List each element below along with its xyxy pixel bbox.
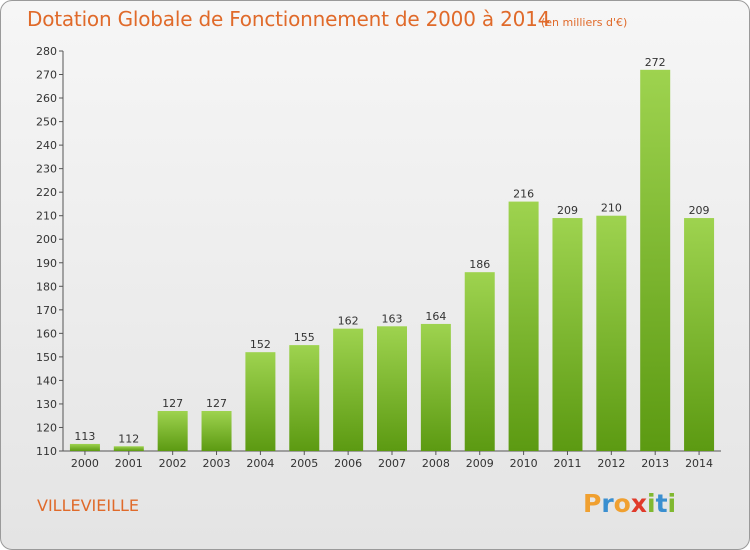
proxiti-logo[interactable]: Proxiti — [583, 489, 676, 518]
bar — [640, 69, 671, 451]
commune-name: VILLEVIEILLE — [37, 496, 140, 515]
data-label: 162 — [338, 315, 359, 328]
bar — [377, 326, 407, 451]
x-tick-label: 2002 — [159, 457, 187, 470]
logo-letter: t — [655, 489, 668, 518]
bar — [245, 352, 276, 451]
x-tick-label: 2014 — [685, 457, 713, 470]
y-tick-label: 280 — [36, 45, 57, 58]
x-tick-label: 2010 — [510, 457, 538, 470]
bar — [201, 411, 232, 451]
bar — [289, 345, 320, 451]
y-tick-label: 160 — [36, 327, 57, 340]
y-tick-label: 110 — [36, 445, 57, 458]
bar — [508, 201, 539, 451]
logo-letter: i — [647, 489, 656, 518]
x-tick-label: 2003 — [203, 457, 231, 470]
x-tick-label: 2005 — [290, 457, 318, 470]
logo-letter: r — [601, 489, 614, 518]
bar — [552, 218, 583, 451]
x-tick-label: 2006 — [334, 457, 362, 470]
logo-letter: P — [583, 489, 602, 518]
y-tick-label: 240 — [36, 139, 57, 152]
data-label: 209 — [557, 204, 578, 217]
x-tick-label: 2004 — [246, 457, 274, 470]
y-tick-label: 180 — [36, 280, 57, 293]
y-tick-label: 230 — [36, 163, 57, 176]
y-tick-label: 220 — [36, 186, 57, 199]
chart-subtitle: (en milliers d'€) — [541, 16, 628, 29]
chart-title: Dotation Globale de Fonctionnement de 20… — [27, 7, 551, 31]
x-tick-label: 2012 — [597, 457, 625, 470]
data-label: 272 — [645, 56, 666, 69]
bar — [113, 446, 144, 451]
data-label: 164 — [425, 310, 446, 323]
bar — [684, 218, 715, 451]
x-tick-label: 2013 — [641, 457, 669, 470]
logo-letter: o — [613, 489, 631, 518]
x-tick-label: 2001 — [115, 457, 143, 470]
bar — [157, 411, 188, 451]
y-tick-label: 250 — [36, 116, 57, 129]
x-tick-label: 2011 — [553, 457, 581, 470]
x-tick-label: 2009 — [466, 457, 494, 470]
x-tick-label: 2007 — [378, 457, 406, 470]
y-tick-label: 140 — [36, 374, 57, 387]
y-tick-label: 190 — [36, 257, 57, 270]
data-label: 113 — [74, 430, 95, 443]
y-tick-label: 150 — [36, 351, 57, 364]
logo-letter: i — [667, 489, 677, 518]
logo-letter: x — [630, 489, 647, 518]
y-tick-label: 260 — [36, 92, 57, 105]
data-label: 186 — [469, 258, 490, 271]
data-label: 127 — [206, 397, 227, 410]
y-tick-label: 130 — [36, 398, 57, 411]
bar — [69, 443, 100, 451]
data-label: 127 — [162, 397, 183, 410]
x-tick-label: 2000 — [71, 457, 99, 470]
data-label: 152 — [250, 338, 271, 351]
data-label: 210 — [601, 202, 622, 215]
y-tick-label: 170 — [36, 304, 57, 317]
bars: 113 112 127 127 152 155 162 163 164 186 216 209 210 2… — [69, 56, 715, 451]
bar — [333, 328, 364, 451]
data-label: 216 — [513, 188, 534, 201]
data-label: 112 — [118, 432, 139, 445]
x-tick-label: 2008 — [422, 457, 450, 470]
bar — [464, 272, 495, 451]
bar — [596, 215, 627, 451]
y-tick-label: 120 — [36, 421, 57, 434]
axes: 110 120 130 140 150 160 170 180 190 200 210 220 230 2… — [36, 45, 721, 470]
y-tick-label: 200 — [36, 233, 57, 246]
y-tick-label: 270 — [36, 69, 57, 82]
bar — [420, 323, 451, 451]
data-label: 163 — [382, 312, 403, 325]
data-label: 209 — [689, 204, 710, 217]
data-label: 155 — [294, 331, 315, 344]
y-tick-label: 210 — [36, 210, 57, 223]
